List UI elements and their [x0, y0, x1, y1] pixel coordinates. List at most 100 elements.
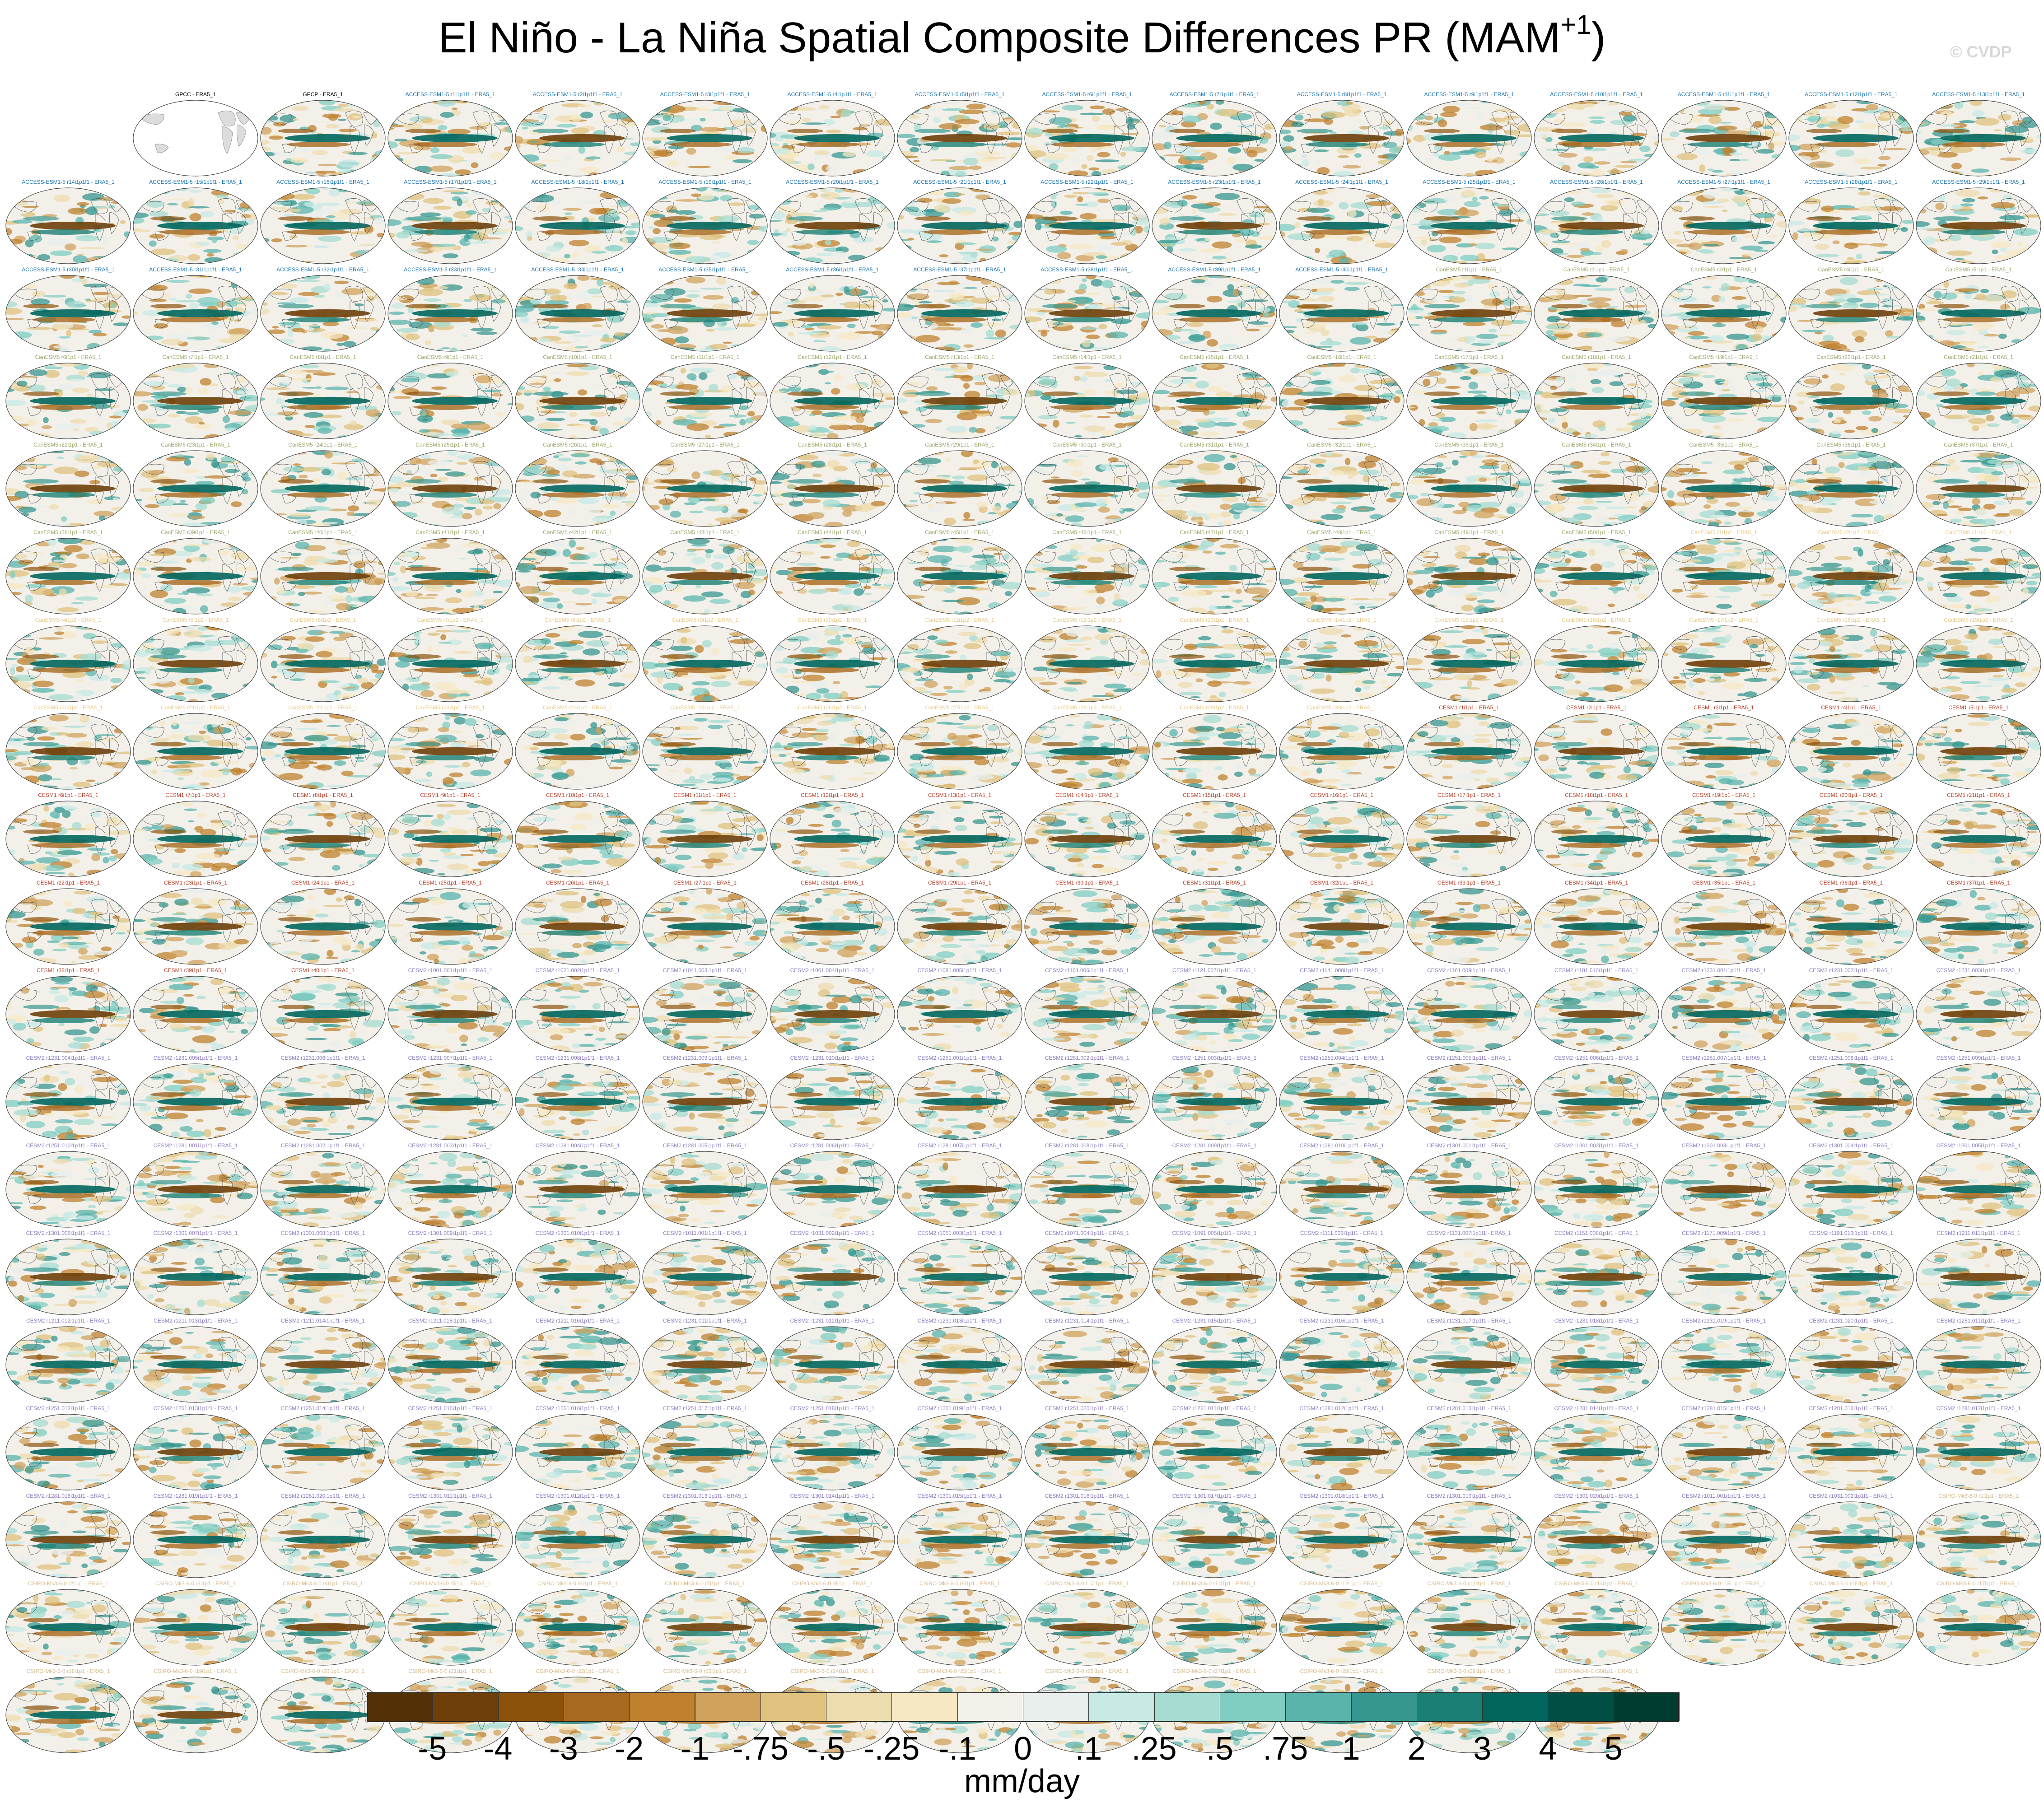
map-panel: CSIRO-Mk3-6-0 r15i1p1 - ERA5_1: [1660, 1579, 1787, 1667]
colorbar-tick-label: .1: [1075, 1730, 1102, 1767]
map-panel: CanESM5 r34i1p1 - ERA5_1: [1533, 441, 1660, 528]
map-panel: CESM2 r1281.015i1p1f1 - ERA5_1: [1660, 1404, 1787, 1492]
panel-label: CESM2 r1031.002i1p1f1 - ERA5_1: [1787, 1492, 1915, 1500]
panel-label: CESM1 r31i1p1 - ERA5_1: [1151, 879, 1278, 887]
map-panel: CESM1 r6i1p1 - ERA5_1: [5, 791, 132, 879]
panel-label: CanESM5 r41i1p1 - ERA5_1: [387, 528, 514, 536]
map-panel: CanESM5 r5i1p1 - ERA5_1: [1915, 266, 2042, 353]
map-globe: [1152, 1326, 1277, 1403]
map-panel: CESM2 r1251.014i1p1f1 - ERA5_1: [259, 1404, 387, 1492]
panel-label: CESM2 r1281.006i1p1f1 - ERA5_1: [769, 1141, 896, 1150]
panel-label: CanESM5 r3i1p1 - ERA5_1: [1660, 266, 1787, 274]
colorbar-swatch: [367, 1692, 433, 1721]
map-globe: [770, 801, 895, 877]
map-globe: [897, 1326, 1022, 1403]
map-globe: [1534, 1063, 1659, 1140]
map-panel: CESM2 r1111.006i1p1f1 - ERA5_1: [1278, 1229, 1405, 1317]
map-globe: [1788, 888, 1914, 965]
map-panel: CanESM5 r28i1p2 - ERA5_1: [1023, 703, 1151, 791]
panel-label: CanESM5 r24i1p2 - ERA5_1: [514, 703, 641, 712]
map-globe: [5, 450, 131, 527]
panel-label: CanESM5 r1i1p2 - ERA5_1: [1660, 528, 1787, 536]
map-panel: CESM2 r1231.008i1p1f1 - ERA5_1: [514, 1054, 641, 1141]
map-panel: CESM2 r1251.017i1p1f1 - ERA5_1: [641, 1404, 769, 1492]
map-panel: CESM1 r13i1p1 - ERA5_1: [896, 791, 1023, 879]
map-globe: [1152, 363, 1277, 439]
panel-label: CanESM5 r49i1p1 - ERA5_1: [1405, 528, 1533, 536]
map-globe: [642, 363, 768, 439]
panel-label: CESM2 r1301.008i1p1f1 - ERA5_1: [259, 1229, 387, 1237]
map-panel: CESM2 r1301.001i1p1f1 - ERA5_1: [1405, 1141, 1533, 1229]
map-panel: CESM1 r39i1p1 - ERA5_1: [132, 966, 259, 1054]
panel-label: CESM1 r12i1p1 - ERA5_1: [769, 791, 896, 799]
panel-label: CanESM5 r35i1p1 - ERA5_1: [1660, 441, 1787, 449]
map-panel: CSIRO-Mk3-6-0 r17i1p1 - ERA5_1: [1915, 1579, 2042, 1667]
map-globe: [260, 1239, 386, 1315]
map-globe: [1406, 100, 1532, 177]
map-globe: [260, 1677, 386, 1753]
map-panel: CanESM5 r10i1p1 - ERA5_1: [514, 353, 641, 441]
map-globe: [1024, 1501, 1150, 1578]
map-panel: CESM2 r1181.010i1p1f1 - ERA5_1: [1533, 966, 1660, 1054]
map-panel: CESM2 r1231.017i1p1f1 - ERA5_1: [1405, 1317, 1533, 1404]
colorbar-tick-label: 4: [1539, 1730, 1557, 1767]
map-panel: CESM1 r30i1p1 - ERA5_1: [1023, 879, 1151, 966]
map-globe: [1279, 976, 1405, 1053]
panel-label: CESM2 r1251.001i1p1f1 - ERA5_1: [896, 1054, 1023, 1062]
map-globe: [1279, 363, 1405, 439]
map-globe: [1916, 713, 2041, 790]
map-panel: CESM2 r1231.011i1p1f1 - ERA5_1: [641, 1317, 769, 1404]
panel-label: CESM2 r1161.009i1p1f1 - ERA5_1: [1405, 966, 1533, 974]
map-panel: CanESM5 r9i1p1 - ERA5_1: [387, 353, 514, 441]
map-globe: [133, 625, 258, 702]
map-panel: CanESM5 r29i1p2 - ERA5_1: [1151, 703, 1278, 791]
map-panel: CESM2 r1301.019i1p1f1 - ERA5_1: [1405, 1492, 1533, 1579]
panel-label: CESM2 r1301.007i1p1f1 - ERA5_1: [132, 1229, 259, 1237]
map-globe: [770, 1589, 895, 1666]
panel-label: CanESM5 r21i1p1 - ERA5_1: [1915, 353, 2042, 361]
panel-label: CanESM5 r30i1p1 - ERA5_1: [1023, 441, 1151, 449]
panel-label: ACCESS-ESM1-5 r34i1p1f1 - ERA5_1: [514, 266, 641, 274]
panel-label: CESM2 r1281.017i1p1f1 - ERA5_1: [1915, 1404, 2042, 1412]
map-globe: [1916, 1063, 2041, 1140]
map-panel: CESM2 r1211.013i1p1f1 - ERA5_1: [132, 1317, 259, 1404]
map-panel: CESM2 r1281.014i1p1f1 - ERA5_1: [1533, 1404, 1660, 1492]
map-panel: CanESM5 r43i1p1 - ERA5_1: [641, 528, 769, 616]
map-globe: [1534, 1589, 1659, 1666]
panel-label: CESM2 r1281.009i1p1f1 - ERA5_1: [1151, 1141, 1278, 1150]
panel-label: CESM2 r1021.002i1p1f1 - ERA5_1: [514, 966, 641, 974]
map-panel: CanESM5 r26i1p2 - ERA5_1: [769, 703, 896, 791]
panel-label: CESM1 r36i1p1 - ERA5_1: [1787, 879, 1915, 887]
map-panel: CESM2 r1011.001i1p1f1 - ERA5_1: [641, 1229, 769, 1317]
panel-label: CESM2 r1281.003i1p1f1 - ERA5_1: [387, 1141, 514, 1150]
map-panel: CanESM5 r8i1p2 - ERA5_1: [514, 616, 641, 703]
map-panel: CanESM5 r2i1p1 - ERA5_1: [1533, 266, 1660, 353]
map-panel: CESM2 r1301.018i1p1f1 - ERA5_1: [1278, 1492, 1405, 1579]
map-globe: [642, 1239, 768, 1315]
panel-label: CESM2 r1301.010i1p1f1 - ERA5_1: [514, 1229, 641, 1237]
map-globe: [5, 1589, 131, 1666]
map-panel: CSIRO-Mk3-6-0 r7i1p1 - ERA5_1: [641, 1579, 769, 1667]
panel-label: CESM1 r27i1p1 - ERA5_1: [641, 879, 769, 887]
map-panel: CESM2 r1121.007i1p1f1 - ERA5_1: [1151, 966, 1278, 1054]
colorbar-tick-label: -.75: [733, 1730, 789, 1767]
map-globe: [515, 1151, 640, 1228]
map-panel: CanESM5 r44i1p1 - ERA5_1: [769, 528, 896, 616]
map-panel: CESM1 r25i1p1 - ERA5_1: [387, 879, 514, 966]
panel-label: CESM2 r1251.006i1p1f1 - ERA5_1: [1533, 1054, 1660, 1062]
map-globe: [260, 187, 386, 264]
panel-label: CESM1 r25i1p1 - ERA5_1: [387, 879, 514, 887]
map-panel: CSIRO-Mk3-6-0 r5i1p1 - ERA5_1: [387, 1579, 514, 1667]
panel-label: CanESM5 r13i1p1 - ERA5_1: [896, 353, 1023, 361]
panel-label: CESM2 r1301.019i1p1f1 - ERA5_1: [1405, 1492, 1533, 1500]
panel-label: CESM2 r1231.008i1p1f1 - ERA5_1: [514, 1054, 641, 1062]
map-panel: CanESM5 r12i1p2 - ERA5_1: [1023, 616, 1151, 703]
map-globe: [1916, 888, 2041, 965]
map-globe: [515, 1414, 640, 1491]
panel-label: CESM2 r1011.001i1p1f1 - ERA5_1: [641, 1229, 769, 1237]
map-globe: [1406, 1589, 1532, 1666]
map-panel: CESM2 r1131.007i1p1f1 - ERA5_1: [1405, 1229, 1533, 1317]
panel-label: CanESM5 r19i1p1 - ERA5_1: [1660, 353, 1787, 361]
map-globe: [1024, 1326, 1150, 1403]
panel-label: CESM2 r1251.009i1p1f1 - ERA5_1: [1915, 1054, 2042, 1062]
